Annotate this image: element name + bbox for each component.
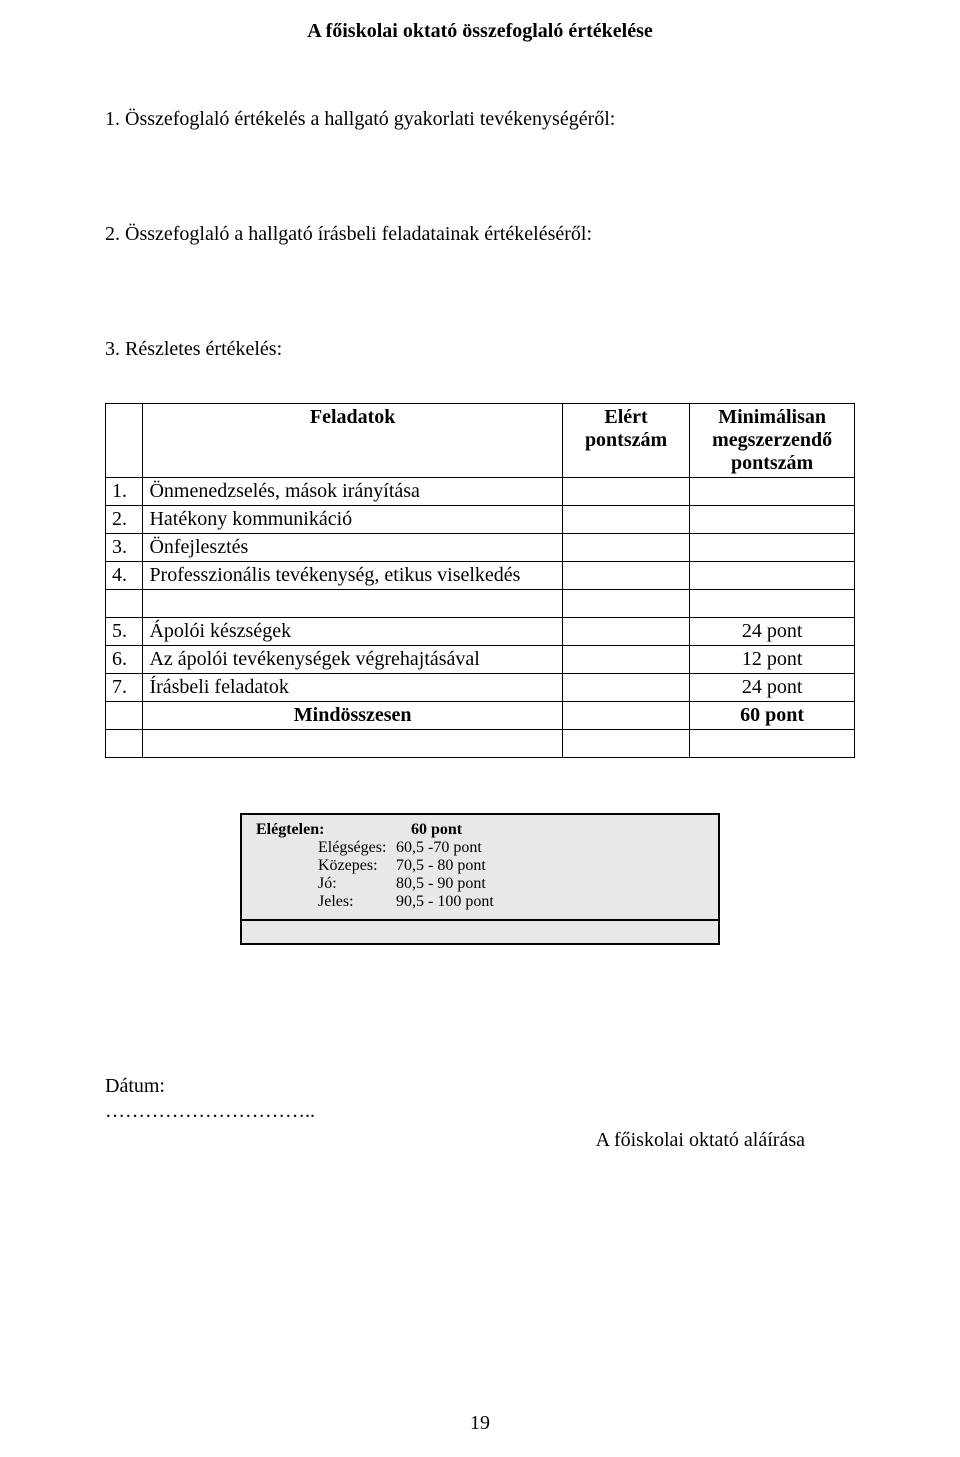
grade-elegseges-label: Elégséges: bbox=[256, 839, 396, 857]
table-row: 5. Ápolói készségek 24 pont bbox=[106, 618, 855, 646]
table-row-blank bbox=[106, 590, 855, 618]
header-elert: Elért pontszám bbox=[562, 404, 689, 478]
grade-kozepes-val: 70,5 - 80 pont bbox=[396, 857, 486, 875]
row-num: 5. bbox=[106, 618, 143, 646]
grade-kozepes-label: Közepes: bbox=[256, 857, 396, 875]
grade-row: Elégséges: 60,5 -70 pont bbox=[256, 839, 704, 857]
section-3: 3. Részletes értékelés: bbox=[105, 338, 855, 361]
row-task: Írásbeli feladatok bbox=[143, 674, 562, 702]
row-score bbox=[562, 562, 689, 590]
blank-cell bbox=[143, 590, 562, 618]
header-min: Minimálisan megszerzendő pontszám bbox=[690, 404, 855, 478]
table-header-row: Feladatok Elért pontszám Minimálisan meg… bbox=[106, 404, 855, 478]
row-min: 12 pont bbox=[690, 646, 855, 674]
row-min: 24 pont bbox=[690, 674, 855, 702]
grade-elegtelen-label: Elégtelen: bbox=[256, 821, 411, 839]
row-num: 3. bbox=[106, 534, 143, 562]
grade-row: Elégtelen: 60 pont bbox=[256, 821, 704, 839]
grades-container: Elégtelen: 60 pont Elégséges: 60,5 -70 p… bbox=[105, 813, 855, 945]
grade-jo-val: 80,5 - 90 pont bbox=[396, 875, 486, 893]
blank-cell bbox=[690, 730, 855, 758]
header-feladatok: Feladatok bbox=[143, 404, 562, 478]
blank-cell bbox=[106, 730, 143, 758]
table-row: 3. Önfejlesztés bbox=[106, 534, 855, 562]
grade-jo-label: Jó: bbox=[256, 875, 396, 893]
row-task: Professzionális tevékenység, etikus vise… bbox=[143, 562, 562, 590]
row-min bbox=[690, 534, 855, 562]
table-row: 1. Önmenedzselés, mások irányítása bbox=[106, 478, 855, 506]
blank-cell bbox=[143, 730, 562, 758]
grades-inner: Elégtelen: 60 pont Elégséges: 60,5 -70 p… bbox=[240, 813, 720, 945]
row-min bbox=[690, 478, 855, 506]
blank-cell bbox=[562, 590, 689, 618]
datum-label: Dátum: bbox=[105, 1075, 855, 1098]
grade-elegtelen-val: 60 pont bbox=[411, 821, 462, 839]
row-task: Ápolói készségek bbox=[143, 618, 562, 646]
row-task: Önmenedzselés, mások irányítása bbox=[143, 478, 562, 506]
total-label: Mindösszesen bbox=[143, 702, 562, 730]
blank-cell bbox=[562, 730, 689, 758]
datum-dots: ………………………….. bbox=[105, 1100, 855, 1123]
table-row: 2. Hatékony kommunikáció bbox=[106, 506, 855, 534]
row-task: Önfejlesztés bbox=[143, 534, 562, 562]
row-num: 1. bbox=[106, 478, 143, 506]
grades-blank-row bbox=[240, 921, 720, 945]
row-score bbox=[562, 534, 689, 562]
blank-cell bbox=[690, 590, 855, 618]
footer: Dátum: ………………………….. A főiskolai oktató a… bbox=[105, 1075, 855, 1152]
evaluation-table: Feladatok Elért pontszám Minimálisan meg… bbox=[105, 403, 855, 758]
page-number: 19 bbox=[0, 1412, 960, 1435]
grade-elegseges-val: 60,5 -70 pont bbox=[396, 839, 482, 857]
blank-cell bbox=[106, 702, 143, 730]
row-score bbox=[562, 674, 689, 702]
row-num: 2. bbox=[106, 506, 143, 534]
row-num: 4. bbox=[106, 562, 143, 590]
grade-row: Közepes: 70,5 - 80 pont bbox=[256, 857, 704, 875]
table-row: 6. Az ápolói tevékenységek végrehajtásáv… bbox=[106, 646, 855, 674]
row-score bbox=[562, 618, 689, 646]
table-row-total: Mindösszesen 60 pont bbox=[106, 702, 855, 730]
table-row: 4. Professzionális tevékenység, etikus v… bbox=[106, 562, 855, 590]
grade-row: Jó: 80,5 - 90 pont bbox=[256, 875, 704, 893]
row-num: 7. bbox=[106, 674, 143, 702]
signature-label: A főiskolai oktató aláírása bbox=[105, 1129, 855, 1152]
grade-jeles-val: 90,5 - 100 pont bbox=[396, 893, 494, 911]
blank-cell bbox=[106, 590, 143, 618]
grades-box: Elégtelen: 60 pont Elégséges: 60,5 -70 p… bbox=[240, 813, 720, 921]
table-row: 7. Írásbeli feladatok 24 pont bbox=[106, 674, 855, 702]
section-2: 2. Összefoglaló a hallgató írásbeli fela… bbox=[105, 223, 855, 246]
header-blank bbox=[106, 404, 143, 478]
row-min bbox=[690, 506, 855, 534]
row-min bbox=[690, 562, 855, 590]
row-task: Az ápolói tevékenységek végrehajtásával bbox=[143, 646, 562, 674]
grade-jeles-label: Jeles: bbox=[256, 893, 396, 911]
row-min: 24 pont bbox=[690, 618, 855, 646]
blank-cell bbox=[562, 702, 689, 730]
row-score bbox=[562, 506, 689, 534]
section-1: 1. Összefoglaló értékelés a hallgató gya… bbox=[105, 108, 855, 131]
page-title: A főiskolai oktató összefoglaló értékelé… bbox=[105, 20, 855, 43]
row-score bbox=[562, 478, 689, 506]
page: A főiskolai oktató összefoglaló értékelé… bbox=[0, 0, 960, 1457]
grade-row: Jeles: 90,5 - 100 pont bbox=[256, 893, 704, 911]
row-score bbox=[562, 646, 689, 674]
row-num: 6. bbox=[106, 646, 143, 674]
row-task: Hatékony kommunikáció bbox=[143, 506, 562, 534]
table-row-blank bbox=[106, 730, 855, 758]
total-min: 60 pont bbox=[690, 702, 855, 730]
